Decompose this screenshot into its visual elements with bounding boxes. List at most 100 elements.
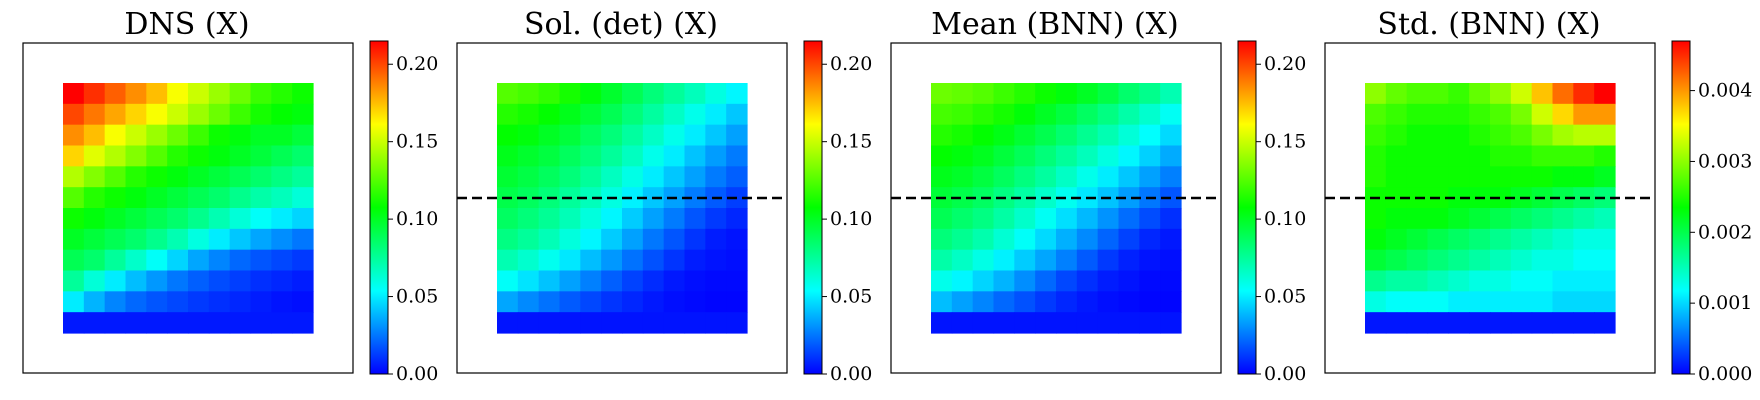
heatmap-cell: [229, 187, 252, 209]
heatmap-cell: [1573, 166, 1595, 188]
panel-title: Sol. (det) (X): [524, 7, 718, 42]
heatmap-cell: [83, 228, 106, 251]
heatmap-cell: [497, 83, 519, 105]
heatmap-cell: [517, 291, 540, 313]
heatmap-cell: [972, 291, 995, 313]
heatmap-cell: [1365, 83, 1387, 105]
heatmap-cell: [1552, 228, 1574, 251]
heatmap-cell: [167, 124, 189, 147]
heatmap-cell: [931, 124, 953, 147]
heatmap-cell: [208, 312, 231, 334]
heatmap-cell: [1490, 270, 1512, 292]
heatmap-cell: [250, 145, 272, 167]
heatmap-cell: [622, 124, 644, 147]
heatmap-cell: [497, 124, 519, 147]
heatmap-cell: [601, 83, 623, 105]
heatmap-cell: [250, 187, 272, 209]
heatmap-cell: [167, 187, 189, 209]
heatmap-cell: [726, 103, 748, 126]
heatmap-cell: [1427, 83, 1449, 105]
heatmap-cell: [1056, 249, 1078, 272]
colorbar-tick-label: 0.00: [1264, 363, 1306, 385]
heatmap-cell: [1510, 83, 1533, 105]
heatmap-cell: [83, 291, 106, 313]
heatmap-cell: [1097, 291, 1120, 313]
heatmap-cell: [1448, 166, 1470, 188]
heatmap-cell: [208, 124, 231, 147]
heatmap-cell: [1035, 270, 1057, 292]
heatmap-cell: [271, 83, 293, 105]
heatmap-cell: [1510, 270, 1533, 292]
heatmap-cell: [497, 249, 519, 272]
heatmap-cell: [1448, 187, 1470, 209]
heatmap-cell: [1448, 291, 1470, 313]
colorbar-tick-label: 0.00: [396, 363, 438, 385]
heatmap-cell: [663, 166, 686, 188]
heatmap-cell: [1594, 83, 1616, 105]
heatmap-cell: [1160, 103, 1182, 126]
heatmap-cell: [601, 312, 623, 334]
heatmap-cell: [292, 270, 314, 292]
heatmap-cell: [229, 208, 252, 230]
heatmap-cell: [931, 312, 953, 334]
heatmap-cell: [229, 270, 252, 292]
panel-dns: DNS (X) 0.00 0.05 0.10 0.15 0.20: [22, 7, 438, 385]
heatmap-cell: [271, 228, 293, 251]
heatmap-cell: [1118, 103, 1140, 126]
heatmap-cell: [1406, 166, 1429, 188]
heatmap-cell: [250, 166, 272, 188]
heatmap-cell: [580, 208, 602, 230]
heatmap-cell: [1118, 249, 1140, 272]
heatmap-cell: [517, 270, 540, 292]
heatmap-cell: [1490, 124, 1512, 147]
heatmap-cell: [951, 208, 974, 230]
heatmap-cell: [1448, 124, 1470, 147]
heatmap-cell: [1573, 228, 1595, 251]
heatmap-cell: [1139, 270, 1161, 292]
heatmap-cell: [538, 249, 561, 272]
heatmap-cell: [1573, 270, 1595, 292]
colorbar-tick-label: 0.004: [1698, 80, 1752, 102]
heatmap-cell: [538, 312, 561, 334]
heatmap-cell: [1118, 291, 1140, 313]
heatmap-cell: [229, 291, 252, 313]
heatmap-cell: [1406, 145, 1429, 167]
heatmap-cell: [1427, 145, 1449, 167]
heatmap-cell: [229, 124, 252, 147]
heatmap-cell: [1427, 124, 1449, 147]
panel-sol-det: Sol. (det) (X) 0.00 0.05 0.10 0.15 0.20: [456, 7, 872, 385]
heatmap-cell: [271, 270, 293, 292]
heatmap-cell: [622, 83, 644, 105]
heatmap-cell: [167, 103, 189, 126]
heatmap-cell: [538, 103, 561, 126]
heatmap-cell: [167, 83, 189, 105]
heatmap-cell: [167, 249, 189, 272]
heatmap-cell: [1160, 228, 1182, 251]
colorbar-tick-label: 0.05: [396, 286, 438, 308]
heatmap-cell: [1160, 145, 1182, 167]
heatmap-cell: [705, 312, 727, 334]
heatmap-cell: [146, 166, 168, 188]
heatmap-cell: [663, 83, 686, 105]
heatmap-cell: [1365, 208, 1387, 230]
heatmap-cell: [1490, 291, 1512, 313]
heatmap-cell: [292, 103, 314, 126]
heatmap-cell: [292, 187, 314, 209]
heatmap-cell: [1594, 208, 1616, 230]
heatmap-cell: [1076, 228, 1099, 251]
heatmap-cell: [517, 228, 540, 251]
heatmap-cell: [1076, 270, 1099, 292]
heatmap-cell: [1014, 249, 1036, 272]
heatmap-cell: [83, 187, 106, 209]
heatmap-cell: [1097, 249, 1120, 272]
heatmap-cell: [1035, 312, 1057, 334]
heatmap-cell: [497, 291, 519, 313]
heatmap-cell: [517, 83, 540, 105]
heatmap-cell: [951, 312, 974, 334]
heatmap-cell: [208, 145, 231, 167]
heatmap-cell: [208, 291, 231, 313]
heatmap-cell: [1385, 83, 1408, 105]
heatmap-cell: [1448, 228, 1470, 251]
heatmap-cell: [83, 270, 106, 292]
heatmap-cell: [972, 166, 995, 188]
